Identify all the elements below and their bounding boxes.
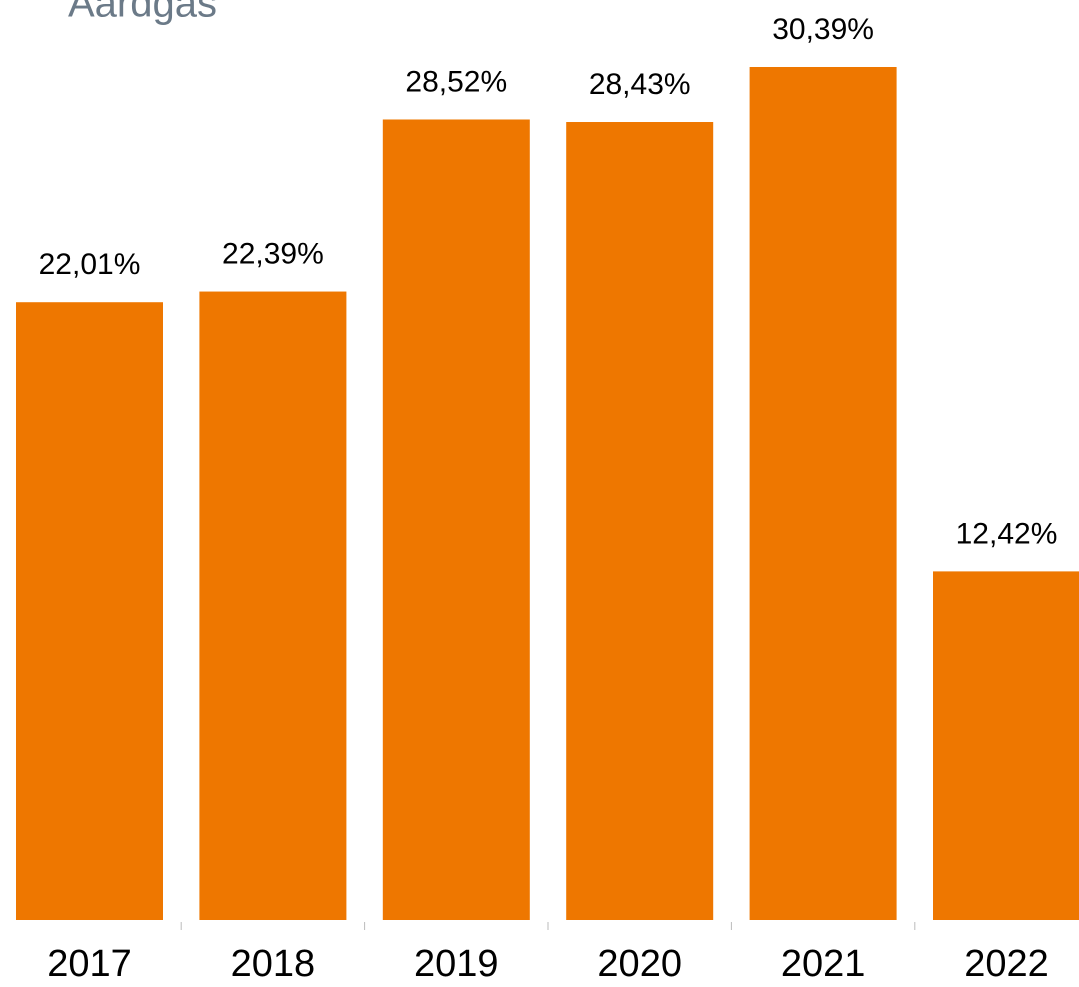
value-label: 22,39% (222, 237, 324, 270)
x-tick-label: 2018 (231, 943, 316, 985)
bar (382, 119, 530, 921)
value-label: 28,52% (405, 65, 507, 98)
value-label: 22,01% (39, 248, 141, 281)
value-label: 12,42% (956, 517, 1058, 550)
value-label: 30,39% (772, 13, 874, 46)
x-tick-label: 2020 (597, 943, 682, 985)
bar (933, 571, 1079, 920)
bar (749, 67, 897, 920)
bar (199, 291, 347, 920)
x-tick-label: 2019 (414, 943, 499, 985)
chart-title: Aardgas (68, 0, 217, 26)
x-tick-label: 2017 (47, 943, 132, 985)
bar (16, 302, 163, 920)
value-label: 28,43% (589, 68, 691, 101)
x-tick-label: 2021 (781, 943, 866, 985)
bar (566, 122, 714, 920)
x-tick-label: 2022 (964, 943, 1049, 985)
